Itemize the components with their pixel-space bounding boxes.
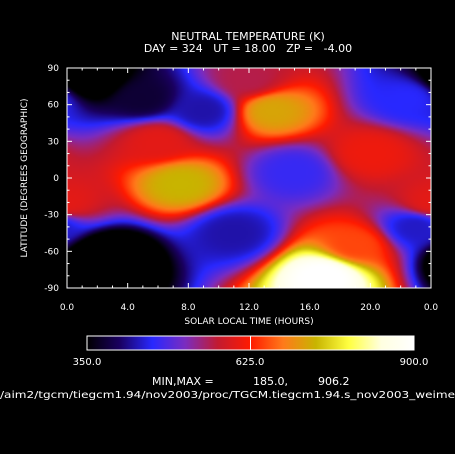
chart-title: NEUTRAL TEMPERATURE (K) (171, 30, 325, 43)
y-tick-label: -30 (44, 211, 59, 221)
y-axis: -90 -60 -30 0 30 60 90 (44, 64, 431, 294)
y-tick-label: 30 (48, 137, 60, 147)
colorbar-max-label: 900.0 (400, 357, 429, 368)
x-tick-label: 0.0 (424, 303, 439, 313)
y-tick-label: -60 (44, 247, 59, 257)
x-tick-label: 16.0 (300, 303, 320, 313)
x-tick-label: 8.0 (181, 303, 196, 313)
colorbar: 350.0 625.0 900.0 (73, 335, 429, 368)
source-path: /aim2/tgcm/tiegcm1.94/nov2003/proc/TGCM.… (0, 390, 455, 401)
x-axis: 0.0 4.0 8.0 12.0 16.0 20.0 0.0 (60, 68, 439, 313)
y-axis-label: LATITUDE (DEGREES GEOGRAPHIC) (20, 98, 30, 257)
min-value: 185.0, (253, 375, 288, 388)
y-tick-label: 0 (53, 174, 59, 184)
minmax-label: MIN,MAX = (152, 375, 214, 388)
x-tick-label: 20.0 (360, 303, 380, 313)
x-tick-label: 12.0 (239, 303, 259, 313)
chart-subtitle: DAY = 324 UT = 18.00 ZP = -4.00 (144, 42, 352, 55)
heatmap-field (67, 68, 431, 288)
x-tick-label: 4.0 (121, 303, 136, 313)
heatmap-plot-area (66, 67, 432, 289)
colorbar-min-label: 350.0 (73, 357, 102, 368)
x-tick-label: 0.0 (60, 303, 75, 313)
y-tick-label: 90 (48, 64, 60, 74)
max-value: 906.2 (318, 375, 350, 388)
y-tick-label: 60 (48, 101, 60, 111)
colorbar-mid-label: 625.0 (236, 357, 265, 368)
x-axis-label: SOLAR LOCAL TIME (HOURS) (184, 317, 313, 327)
y-tick-label: -90 (44, 284, 59, 294)
